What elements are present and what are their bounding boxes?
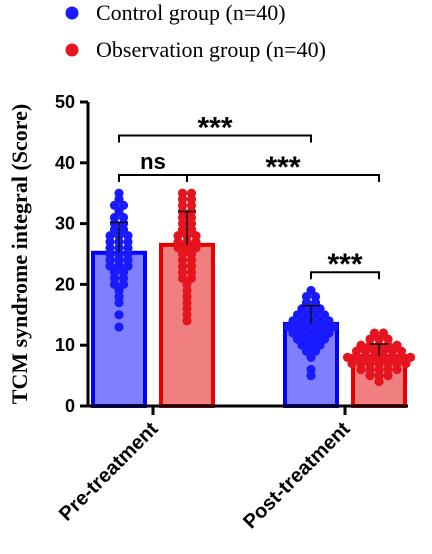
legend-marker-0 [65, 6, 79, 20]
significance-label-2: *** [265, 151, 300, 184]
point-1-1-38 [383, 371, 393, 381]
legend-label-1: Observation group (n=40) [96, 37, 326, 62]
legend: Control group (n=40) Observation group (n… [65, 0, 326, 62]
y-tick-label-1: 10 [55, 335, 75, 355]
bracket-0 [118, 173, 188, 182]
point-0-0-37 [114, 298, 124, 308]
x-tick-label-0: Pre-treatment [55, 418, 163, 526]
bracket-1 [118, 134, 312, 143]
significance-label-0: ns [140, 149, 166, 174]
y-tick-label-2: 20 [55, 274, 75, 294]
x-tick-label-1: Post-treatment [239, 418, 355, 534]
point-0-0-38 [114, 310, 124, 320]
point-1-0-39 [306, 371, 316, 381]
point-1-1-35 [392, 364, 402, 375]
point-0-0-39 [114, 322, 124, 332]
point-0-1-39 [182, 316, 192, 326]
significance-brackets: ns *** *** *** [118, 111, 380, 281]
bracket-2 [186, 173, 380, 182]
y-axis-label: TCM syndrome integral (Score) [7, 104, 32, 404]
significance-label-1: *** [197, 111, 232, 144]
legend-label-0: Control group (n=40) [96, 0, 286, 25]
point-1-1-39 [374, 377, 384, 387]
point-1-1-24 [347, 358, 357, 369]
significance-label-3: *** [327, 248, 362, 281]
y-tick-label-5: 50 [55, 92, 75, 112]
legend-marker-1 [65, 43, 79, 57]
y-axis: 0 10 20 30 40 50 [55, 92, 90, 416]
error-bars [110, 210, 388, 357]
point-1-0-37 [306, 352, 316, 362]
y-tick-label-0: 0 [65, 396, 75, 416]
y-tick-label-3: 30 [55, 214, 75, 234]
bracket-3 [310, 271, 380, 280]
point-1-1-30 [401, 358, 411, 369]
x-axis: Pre-treatment Post-treatment [55, 404, 408, 534]
point-1-1-31 [356, 364, 366, 375]
y-tick-label-4: 40 [55, 153, 75, 173]
point-1-1-36 [365, 371, 375, 381]
data-points [105, 188, 416, 387]
